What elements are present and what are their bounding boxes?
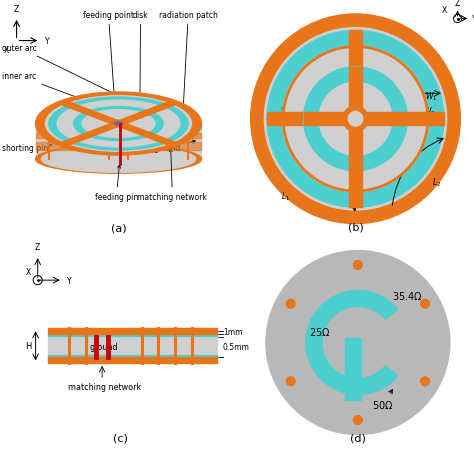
Wedge shape	[356, 50, 425, 120]
Polygon shape	[118, 101, 179, 124]
Wedge shape	[356, 120, 425, 189]
Polygon shape	[58, 101, 119, 124]
Wedge shape	[306, 291, 398, 395]
Bar	[48, 334, 217, 336]
Text: feeding point: feeding point	[83, 11, 134, 120]
Text: 0.5mm: 0.5mm	[223, 343, 250, 352]
Bar	[48, 358, 217, 364]
Circle shape	[283, 47, 428, 192]
Circle shape	[420, 377, 429, 386]
Text: (d): (d)	[350, 432, 366, 442]
Polygon shape	[36, 124, 201, 130]
Polygon shape	[36, 124, 201, 160]
Circle shape	[264, 28, 447, 211]
Text: matching network: matching network	[137, 149, 207, 202]
Wedge shape	[376, 366, 398, 388]
Ellipse shape	[41, 147, 196, 173]
Polygon shape	[267, 113, 356, 126]
Wedge shape	[286, 120, 356, 189]
Text: $R_3$: $R_3$	[348, 127, 358, 137]
Text: $R_2$: $R_2$	[365, 116, 374, 126]
Wedge shape	[283, 47, 356, 120]
Text: X: X	[4, 46, 9, 55]
Circle shape	[319, 83, 392, 156]
Text: radiation patch: radiation patch	[159, 11, 218, 120]
Text: Z: Z	[14, 5, 19, 14]
Text: disk: disk	[133, 11, 148, 116]
Polygon shape	[349, 31, 362, 120]
Text: $R_{inner}$: $R_{inner}$	[317, 76, 338, 88]
Polygon shape	[356, 113, 444, 126]
Text: ground: ground	[154, 141, 195, 152]
Text: outer arc: outer arc	[2, 44, 182, 127]
Text: $W_4$: $W_4$	[280, 105, 292, 118]
Polygon shape	[58, 124, 119, 147]
Circle shape	[343, 107, 368, 132]
Polygon shape	[118, 124, 179, 147]
Ellipse shape	[57, 101, 180, 147]
Bar	[48, 355, 217, 358]
Polygon shape	[303, 113, 356, 126]
Text: Y: Y	[67, 276, 72, 285]
Text: X: X	[441, 6, 447, 15]
Wedge shape	[356, 120, 428, 192]
Bar	[345, 359, 361, 400]
Ellipse shape	[36, 146, 201, 174]
Text: inner arc: inner arc	[2, 72, 160, 129]
Text: H: H	[25, 341, 31, 350]
Text: 35.4$\Omega$: 35.4$\Omega$	[392, 289, 423, 301]
Circle shape	[354, 416, 362, 424]
Circle shape	[354, 261, 362, 270]
Text: (b): (b)	[347, 222, 364, 232]
Circle shape	[303, 68, 408, 171]
Text: 1mm: 1mm	[223, 327, 242, 336]
Text: $L_1$: $L_1$	[281, 191, 290, 203]
Bar	[48, 329, 217, 335]
Ellipse shape	[114, 123, 123, 126]
Polygon shape	[36, 143, 201, 150]
Text: feeding pin: feeding pin	[95, 166, 138, 202]
Text: $W_1$: $W_1$	[425, 91, 437, 103]
Text: ground: ground	[90, 343, 118, 352]
Polygon shape	[349, 68, 362, 120]
Text: $R_{outer}$: $R_{outer}$	[392, 76, 414, 88]
Bar	[345, 338, 361, 360]
Circle shape	[251, 15, 460, 224]
Polygon shape	[349, 120, 362, 208]
Text: 50$\Omega$: 50$\Omega$	[372, 390, 393, 410]
Ellipse shape	[82, 110, 155, 138]
Text: Z: Z	[35, 243, 40, 251]
Text: (c): (c)	[113, 433, 128, 442]
Text: $L_2$: $L_2$	[432, 176, 441, 189]
Ellipse shape	[73, 107, 163, 141]
Ellipse shape	[49, 98, 188, 151]
Wedge shape	[283, 120, 356, 192]
Circle shape	[266, 251, 450, 434]
Circle shape	[267, 31, 444, 208]
Text: $W_2$: $W_2$	[310, 94, 322, 106]
Text: Y: Y	[45, 37, 50, 46]
Text: Y: Y	[472, 15, 474, 24]
Circle shape	[420, 299, 429, 308]
Polygon shape	[356, 113, 408, 126]
Ellipse shape	[110, 121, 127, 127]
Text: 25$\Omega$: 25$\Omega$	[309, 325, 330, 337]
Polygon shape	[349, 120, 362, 171]
Circle shape	[286, 299, 295, 308]
Text: $R_1$: $R_1$	[360, 97, 370, 107]
Text: X: X	[26, 267, 31, 276]
Ellipse shape	[46, 97, 191, 152]
Polygon shape	[36, 133, 201, 138]
Circle shape	[348, 112, 363, 127]
Text: (a): (a)	[111, 223, 126, 233]
Wedge shape	[286, 50, 356, 120]
Bar	[48, 336, 217, 358]
Text: $W_3$: $W_3$	[423, 105, 436, 118]
Circle shape	[286, 377, 295, 386]
Text: shorting pin: shorting pin	[2, 143, 52, 152]
Text: Z: Z	[455, 0, 460, 8]
Text: matching network: matching network	[68, 382, 141, 391]
Wedge shape	[356, 47, 428, 120]
Ellipse shape	[36, 93, 201, 156]
